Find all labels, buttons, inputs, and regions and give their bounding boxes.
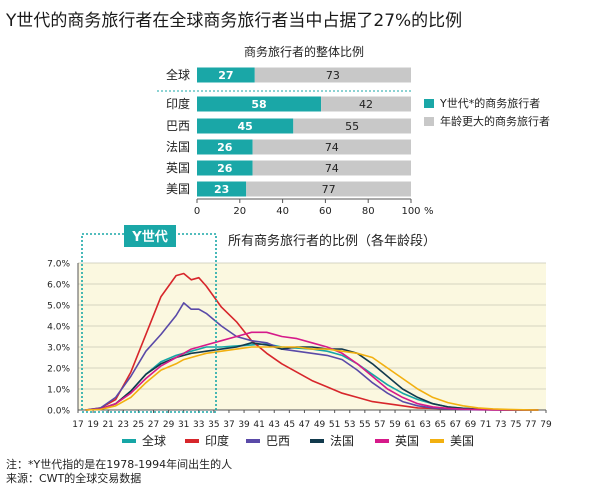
- bar-x-tick-label: 100: [401, 206, 420, 217]
- line-x-tick-label: 43: [269, 420, 280, 430]
- bar-young-label: 26: [217, 162, 233, 175]
- line-x-tick-label: 33: [193, 420, 204, 430]
- line-legend-label: 全球: [142, 433, 166, 448]
- bar-older-label: 42: [359, 98, 373, 111]
- bar-young: [197, 139, 253, 155]
- bar-x-tick-label: 60: [319, 206, 332, 217]
- line-x-tick-label: 55: [359, 420, 370, 430]
- bar-category-label: 英国: [166, 161, 190, 175]
- line-legend-label: 法国: [330, 434, 354, 448]
- legend-swatch-young: [424, 99, 434, 108]
- bar-young: [197, 96, 322, 112]
- plot-background: [78, 263, 546, 410]
- line-x-tick-label: 57: [374, 420, 385, 430]
- bar-older: [293, 118, 411, 134]
- bar-chart-title: 商务旅行者的整体比例: [244, 44, 364, 59]
- bar-older: [321, 96, 411, 112]
- line-x-tick-label: 63: [419, 420, 430, 430]
- bar-older-label: 74: [325, 162, 339, 175]
- line-y-tick-label: 1.0%: [47, 386, 70, 396]
- line-x-tick-label: 29: [163, 420, 175, 430]
- bar-young: [197, 118, 294, 134]
- legend-label-young: Y世代*的商务旅行者: [439, 96, 540, 110]
- bar-young-label: 45: [237, 120, 252, 133]
- line-x-tick-label: 25: [133, 420, 144, 430]
- line-legend-label: 英国: [395, 434, 419, 448]
- line-x-tick-label: 27: [148, 420, 159, 430]
- line-x-tick-label: 69: [465, 420, 477, 430]
- bar-category-label: 印度: [166, 96, 190, 111]
- bar-x-tick-label: 80: [362, 206, 375, 217]
- bar-x-tick-label: 0: [194, 206, 200, 217]
- line-y-tick-label: 2.0%: [47, 365, 70, 375]
- bar-older: [246, 181, 411, 197]
- bar-older: [252, 160, 411, 176]
- bar-older: [254, 67, 411, 83]
- line-x-tick-label: 35: [208, 420, 219, 430]
- bar-young: [197, 67, 255, 83]
- line-y-tick-label: 0.0%: [47, 407, 70, 417]
- line-series-英国: [85, 331, 539, 411]
- bar-category-label: 美国: [166, 182, 190, 196]
- line-x-tick-label: 75: [510, 420, 521, 430]
- line-x-tick-label: 67: [450, 420, 461, 430]
- line-legend-label: 美国: [450, 434, 474, 448]
- y-generation-label: Y世代: [131, 229, 167, 245]
- line-y-tick-label: 6.0%: [47, 281, 70, 291]
- bar-older-label: 73: [326, 69, 340, 82]
- line-x-tick-label: 47: [299, 420, 310, 430]
- bar-older-label: 77: [322, 183, 336, 196]
- line-x-tick-label: 51: [329, 420, 340, 430]
- bar-x-tick-label: 40: [276, 206, 289, 217]
- bar-category-label: 全球: [166, 67, 190, 82]
- legend-label-older: 年龄更大的商务旅行者: [440, 114, 550, 128]
- line-x-tick-label: 45: [284, 420, 295, 430]
- source-note: 来源：CWT的全球交易数据: [6, 472, 142, 485]
- line-y-tick-label: 7.0%: [47, 260, 70, 270]
- line-x-tick-label: 39: [238, 420, 250, 430]
- line-x-tick-label: 71: [480, 420, 491, 430]
- line-x-tick-label: 79: [540, 420, 552, 430]
- bar-category-label: 巴西: [166, 119, 190, 133]
- line-y-tick-label: 5.0%: [47, 302, 70, 312]
- line-x-tick-label: 53: [344, 420, 355, 430]
- bar-x-unit: %: [424, 206, 434, 217]
- bar-older: [252, 139, 411, 155]
- y-generation-badge: [124, 225, 176, 247]
- line-x-tick-label: 77: [525, 420, 536, 430]
- line-legend-label: 印度: [205, 433, 229, 448]
- line-x-tick-label: 21: [102, 420, 113, 430]
- bar-x-tick-label: 20: [233, 206, 246, 217]
- line-y-tick-label: 3.0%: [47, 344, 70, 354]
- line-x-tick-label: 19: [87, 420, 99, 430]
- bar-young-label: 23: [214, 183, 229, 196]
- legend-swatch-older: [424, 117, 434, 126]
- line-chart-title: 所有商务旅行者的比例（各年龄段）: [228, 233, 436, 249]
- line-y-tick-label: 4.0%: [47, 323, 70, 333]
- line-x-tick-label: 17: [72, 420, 83, 430]
- line-x-tick-label: 23: [118, 420, 129, 430]
- bar-young-label: 58: [251, 98, 266, 111]
- line-x-tick-label: 49: [314, 420, 326, 430]
- bar-young: [197, 160, 253, 176]
- line-x-tick-label: 37: [223, 420, 234, 430]
- line-x-tick-label: 73: [495, 420, 506, 430]
- line-x-tick-label: 59: [389, 420, 401, 430]
- bar-young-label: 26: [217, 141, 233, 154]
- bar-older-label: 55: [345, 120, 359, 133]
- bar-young-label: 27: [218, 69, 233, 82]
- line-series-美国: [85, 346, 539, 411]
- line-x-tick-label: 41: [253, 420, 264, 430]
- line-x-tick-label: 31: [178, 420, 189, 430]
- page-title: Y世代的商务旅行者在全球商务旅行者当中占据了27%的比例: [6, 11, 463, 31]
- line-x-tick-label: 61: [404, 420, 415, 430]
- bar-category-label: 法国: [166, 140, 190, 154]
- bar-older-label: 74: [325, 141, 339, 154]
- line-legend-label: 巴西: [266, 434, 290, 448]
- bar-young: [197, 181, 247, 197]
- line-x-tick-label: 65: [435, 420, 446, 430]
- footnote: 注：*Y世代指的是在1978-1994年间出生的人: [6, 458, 233, 471]
